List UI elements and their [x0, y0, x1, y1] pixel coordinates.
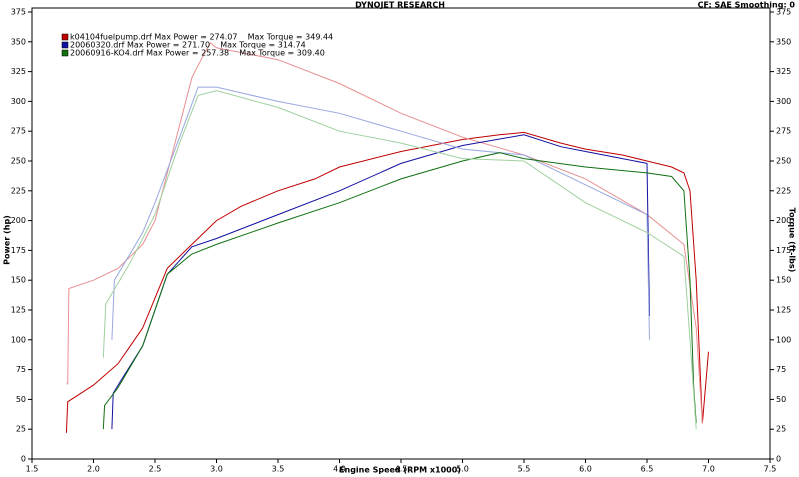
- x-tick-label: 2.0: [87, 465, 100, 474]
- series-line: [65, 131, 709, 433]
- y2-tick-label: 75: [776, 365, 786, 374]
- x-tick-label: 3.0: [210, 465, 223, 474]
- legend-swatch: [61, 33, 69, 41]
- x-tick-label: 2.5: [149, 465, 162, 474]
- y2-tick-label: 200: [776, 216, 791, 225]
- y-tick-label: 75: [16, 365, 26, 374]
- y2-tick-label: 300: [776, 97, 791, 106]
- y-tick-label: 275: [11, 127, 26, 136]
- series-line: [66, 42, 703, 424]
- series-line: [111, 86, 650, 340]
- x-tick-label: 7.0: [702, 465, 715, 474]
- y-tick-label: 50: [16, 395, 26, 404]
- x-axis-label: Engine Speed (RPM x1000): [339, 466, 461, 475]
- x-tick-label: 1.5: [26, 465, 39, 474]
- y-tick-label: 300: [11, 97, 26, 106]
- y-tick-label: 175: [11, 246, 26, 255]
- series-line: [111, 134, 650, 430]
- y2-tick-label: 350: [776, 37, 791, 46]
- x-tick-label: 5.5: [518, 465, 531, 474]
- y-tick-label: 225: [11, 186, 26, 195]
- x-tick-label: 3.5: [272, 465, 285, 474]
- y2-tick-label: 225: [776, 186, 791, 195]
- plot-frame: [31, 7, 771, 460]
- series-line: [102, 152, 697, 430]
- y2-tick-label: 25: [776, 425, 786, 434]
- x-tick-label: 7.5: [764, 465, 777, 474]
- y-axis-label: Power (hp): [3, 215, 12, 265]
- y-tick-label: 125: [11, 306, 26, 315]
- legend-swatch: [61, 41, 69, 49]
- chart-title: DYNOJET RESEARCH: [355, 1, 445, 10]
- y-tick-label: 250: [11, 157, 26, 166]
- y-tick-label: 100: [11, 335, 26, 344]
- legend-entry: 20060916-KO4.drf Max Power = 257.38 Max …: [70, 49, 325, 58]
- y-tick-label: 150: [11, 276, 26, 285]
- y2-tick-label: 375: [776, 8, 791, 17]
- y2-tick-label: 100: [776, 335, 791, 344]
- x-tick-label: 4.5: [395, 465, 408, 474]
- y2-tick-label: 325: [776, 67, 791, 76]
- y2-tick-label: 250: [776, 157, 791, 166]
- y-tick-label: 325: [11, 67, 26, 76]
- y2-tick-label: 150: [776, 276, 791, 285]
- y-tick-label: 25: [16, 425, 26, 434]
- x-tick-label: 5.0: [456, 465, 469, 474]
- y2-tick-label: 0: [776, 455, 781, 464]
- legend-entry: k04104fuelpump.drf Max Power = 274.07 Ma…: [70, 33, 333, 42]
- series-line: [102, 90, 697, 430]
- legend-swatch: [61, 49, 69, 57]
- chart-subtitle: CF: SAE Smoothing: 0: [698, 1, 796, 10]
- x-tick-label: 6.0: [579, 465, 592, 474]
- y2-tick-label: 175: [776, 246, 791, 255]
- x-tick-label: 6.5: [641, 465, 654, 474]
- legend-entry: 20060320.drf Max Power = 271.70 Max Torq…: [70, 41, 306, 50]
- y-tick-label: 350: [11, 37, 26, 46]
- y2-tick-label: 125: [776, 306, 791, 315]
- y2-tick-label: 50: [776, 395, 786, 404]
- y-tick-label: 0: [21, 455, 26, 464]
- x-tick-label: 4.0: [333, 465, 346, 474]
- y-tick-label: 200: [11, 216, 26, 225]
- y2-axis-label: Torque (ft-lbs): [788, 208, 797, 273]
- y2-tick-label: 275: [776, 127, 791, 136]
- y-tick-label: 375: [11, 8, 26, 17]
